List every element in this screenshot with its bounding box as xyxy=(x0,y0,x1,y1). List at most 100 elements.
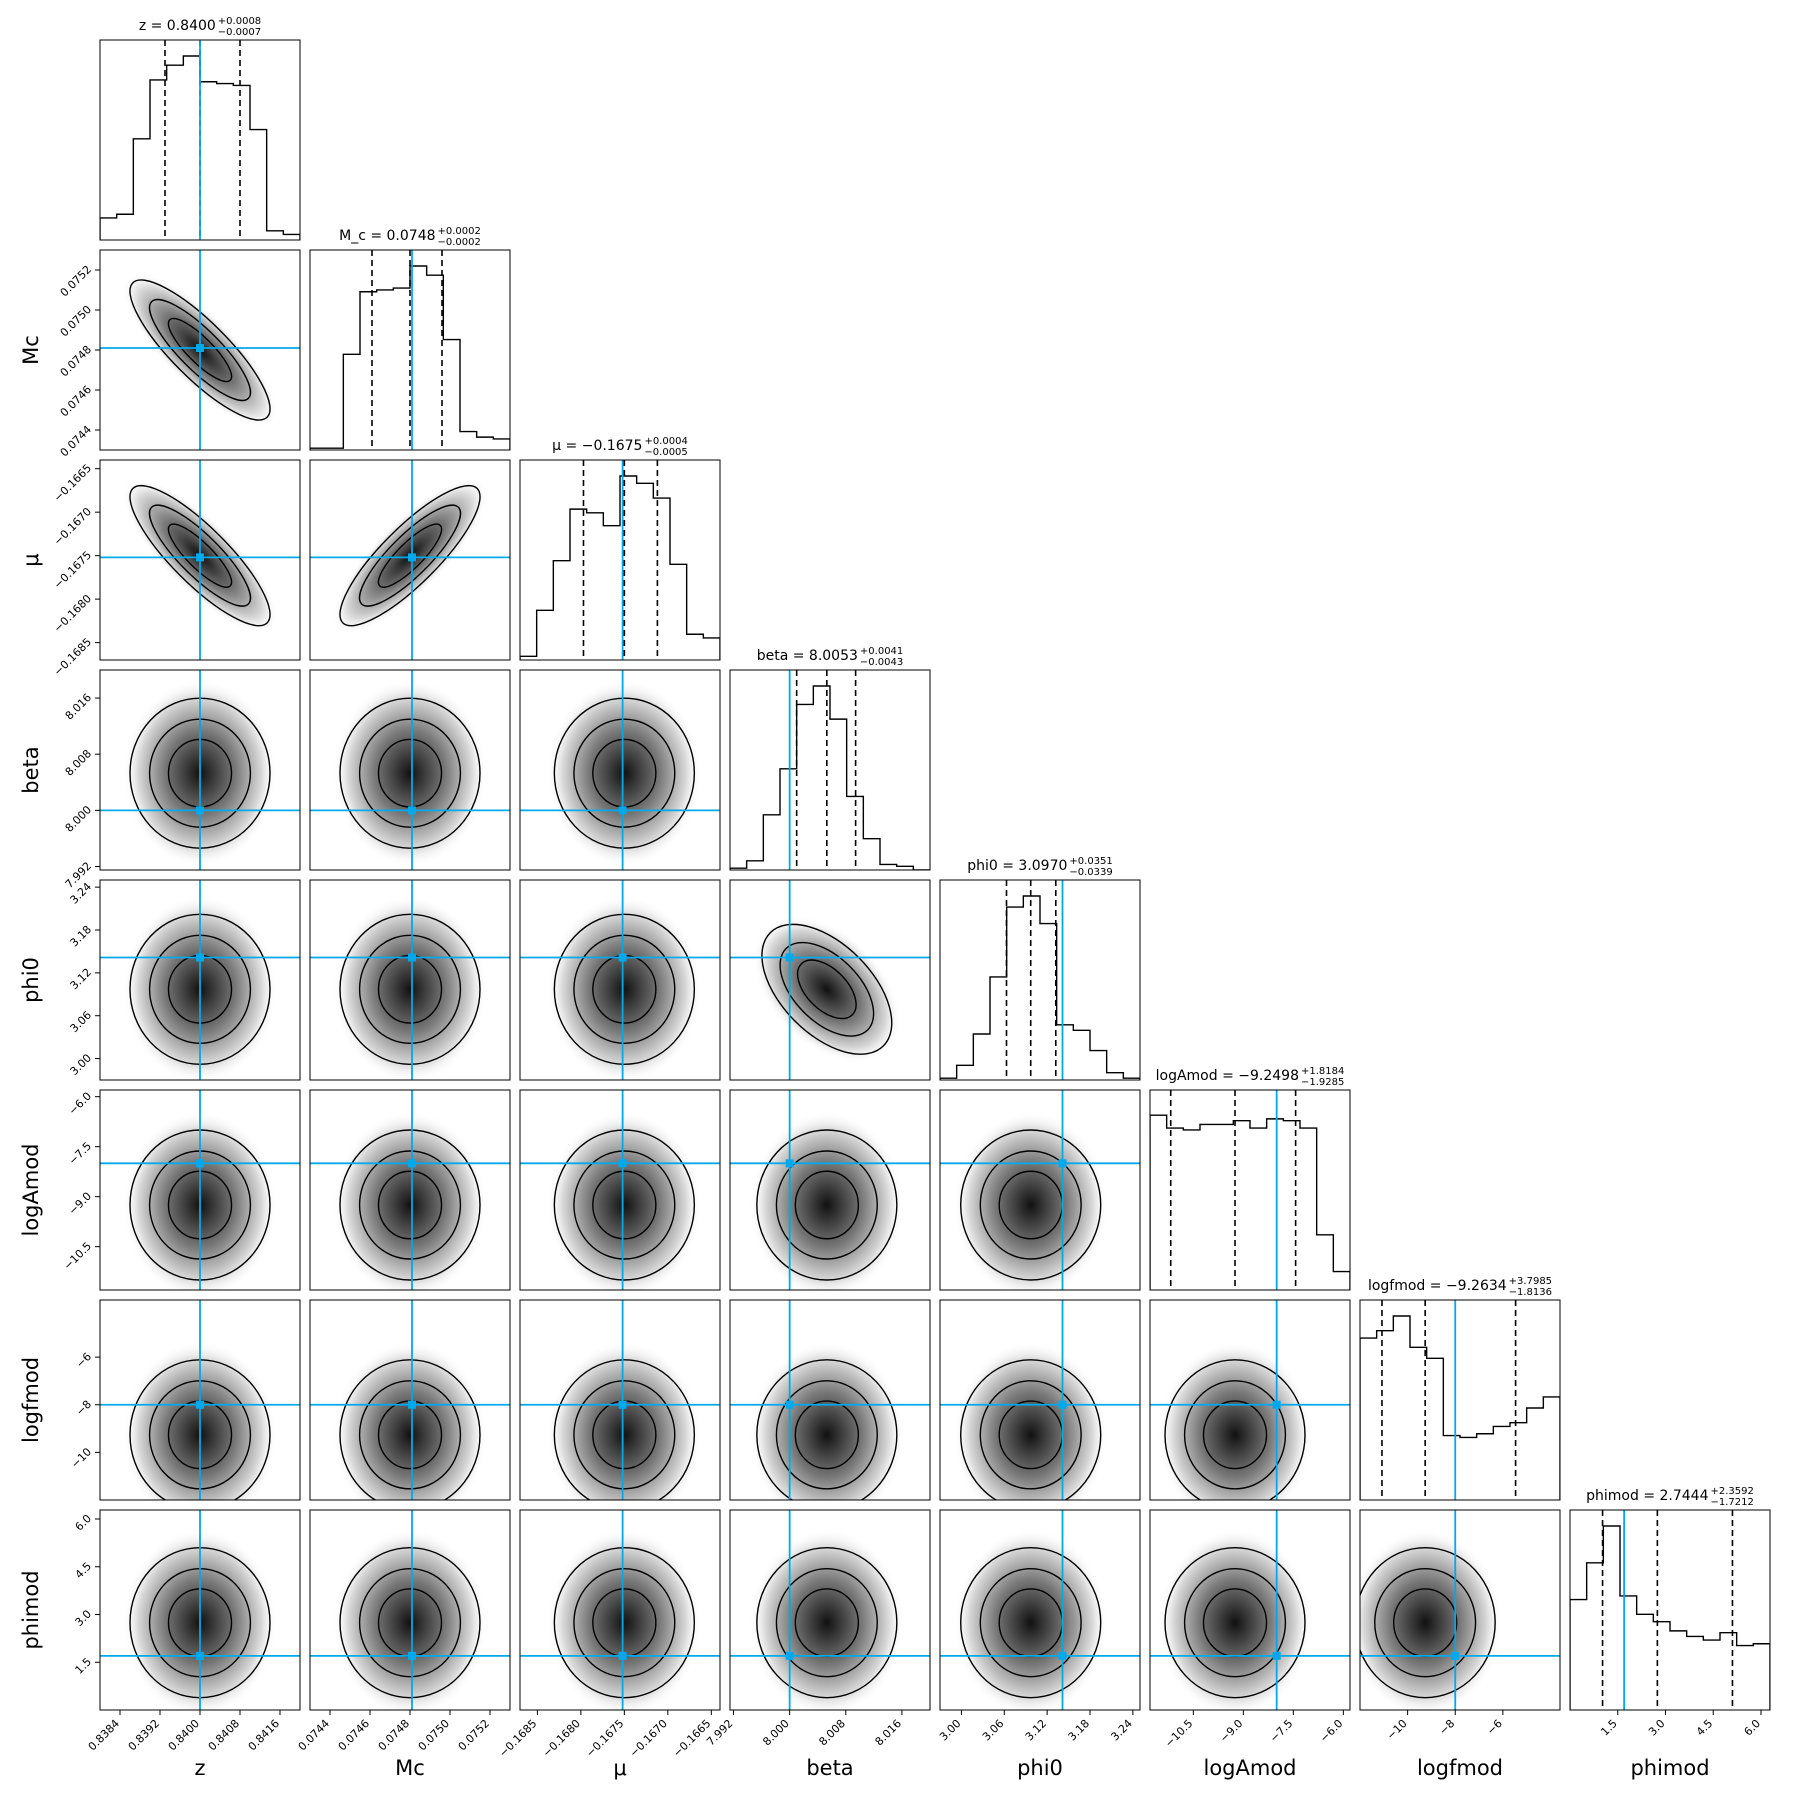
xtick-label: 3.0 xyxy=(1646,1717,1668,1739)
truth-marker xyxy=(785,953,794,962)
ylabel-phi0: phi0 xyxy=(19,957,43,1003)
xtick-label: 3.12 xyxy=(1023,1717,1050,1744)
ytick-label: −10 xyxy=(69,1445,95,1471)
panel-frame xyxy=(939,1509,1141,1711)
xtick-label: −8 xyxy=(1437,1717,1458,1738)
histogram-logfmod xyxy=(1360,1315,1560,1500)
density-phimod-mu xyxy=(547,1528,702,1710)
panel-title-beta: beta = 8.0053 +0.0041 −0.0043 xyxy=(757,646,904,668)
xtick-label: 3.18 xyxy=(1066,1717,1093,1744)
ytick-label: 0.0748 xyxy=(58,343,94,379)
contour-2 xyxy=(377,1170,443,1240)
scatter-panel-phi0-vs-mu xyxy=(519,879,721,1081)
contour-0 xyxy=(553,697,696,849)
ytick-label: 0.0752 xyxy=(58,263,94,299)
panel-frame xyxy=(519,459,721,661)
contour-2 xyxy=(377,523,443,588)
truth-marker xyxy=(196,953,204,962)
xlabel-z: z xyxy=(194,1756,205,1780)
truth-marker xyxy=(196,1651,204,1660)
xlabel-phimod: phimod xyxy=(1630,1756,1709,1780)
contour-0 xyxy=(129,484,271,627)
xtick-label: −6.0 xyxy=(1317,1717,1345,1745)
contour-0 xyxy=(553,1359,696,1500)
contour-0 xyxy=(339,1546,481,1699)
truth-marker xyxy=(785,1400,794,1409)
scatter-panel-phi0-vs-beta xyxy=(729,879,931,1081)
xtick-label: 1.5 xyxy=(1598,1717,1620,1739)
scatter-panel-logAmod-vs-phi0 xyxy=(939,1089,1141,1291)
scatter-panel-mu-vs-Mc xyxy=(309,459,511,661)
truth-marker xyxy=(1272,1651,1281,1660)
truth-marker xyxy=(408,553,416,562)
truth-marker xyxy=(408,806,416,815)
density-logfmod-Mc xyxy=(333,1341,487,1500)
truth-marker xyxy=(1451,1651,1460,1660)
ytick-label: 4.5 xyxy=(73,1560,95,1582)
contour-0 xyxy=(553,1546,696,1699)
panel-frame xyxy=(729,669,931,871)
contour-1 xyxy=(573,1150,676,1260)
scatter-panel-logAmod-vs-Mc xyxy=(309,1089,511,1291)
density-phi0-mu xyxy=(547,895,702,1080)
ytick-label: −0.1680 xyxy=(51,592,94,635)
scatter-panel-logfmod-vs-mu xyxy=(519,1299,721,1501)
density-logfmod-mu xyxy=(547,1341,702,1500)
panel-frame xyxy=(99,669,301,871)
contour-0 xyxy=(553,1129,696,1281)
hist-panel-beta: beta = 8.0053 +0.0041 −0.0043 xyxy=(729,646,931,871)
contour-1 xyxy=(979,1567,1082,1678)
xtick-label: 0.0746 xyxy=(336,1717,372,1753)
truth-marker xyxy=(785,1159,794,1168)
xlabel-logAmod: logAmod xyxy=(1203,1756,1296,1780)
panel-title-z: z = 0.8400 +0.0008 −0.0007 xyxy=(139,16,261,38)
xtick-label: 0.8416 xyxy=(246,1717,282,1753)
xlabel-logfmod: logfmod xyxy=(1417,1756,1503,1780)
contour-1 xyxy=(979,1150,1082,1260)
scatter-panel-logfmod-vs-logAmod xyxy=(1149,1299,1351,1501)
contour-0 xyxy=(129,279,271,421)
truth-marker xyxy=(1058,1400,1067,1409)
panel-frame xyxy=(99,459,301,661)
xtick-label: −0.1670 xyxy=(627,1717,670,1760)
panel-title-phimod: phimod = 2.7444 +2.3592 −1.7212 xyxy=(1586,1486,1754,1508)
contour-1 xyxy=(358,934,462,1044)
contour-2 xyxy=(794,1170,860,1240)
ytick-label: 0.0750 xyxy=(58,303,94,339)
contour-1 xyxy=(358,1567,462,1678)
ylabel-logfmod: logfmod xyxy=(19,1357,43,1443)
density-logfmod-phi0 xyxy=(953,1341,1108,1500)
ytick-label: −9.0 xyxy=(66,1190,94,1218)
xtick-label: 0.0748 xyxy=(376,1717,412,1753)
truth-marker xyxy=(196,344,204,352)
scatter-panel-logAmod-vs-beta xyxy=(729,1089,931,1291)
density-beta-Mc xyxy=(333,679,487,867)
contour-0 xyxy=(960,1546,1102,1699)
panel-frame xyxy=(1359,1299,1561,1501)
truth-marker xyxy=(408,953,416,962)
histogram-mu xyxy=(520,475,720,660)
contour-0 xyxy=(339,913,481,1065)
density-logfmod-beta xyxy=(749,1341,904,1500)
contour-0 xyxy=(1164,1546,1306,1699)
contour-0 xyxy=(1360,1546,1496,1699)
hist-panel-phimod: phimod = 2.7444 +2.3592 −1.7212 1.5 3.0 4.5 6.… xyxy=(1569,1486,1771,1780)
ylabel-beta: beta xyxy=(19,746,43,793)
xlabel-Mc: Mc xyxy=(395,1756,425,1780)
panel-frame xyxy=(309,1089,511,1291)
xtick-label: −7.5 xyxy=(1267,1717,1295,1745)
xlabel-mu: μ xyxy=(613,1756,626,1780)
contour-1 xyxy=(358,1150,462,1260)
panel-frame xyxy=(519,1509,721,1711)
scatter-panel-phimod-vs-phi0: 3.00 3.06 3.12 3.18 3.24 phi0 xyxy=(937,1509,1141,1780)
ytick-label: 3.00 xyxy=(68,1052,95,1079)
panel-title-logfmod: logfmod = −9.2634 +3.7985 −1.8136 xyxy=(1368,1276,1552,1298)
truth-marker xyxy=(618,1651,627,1660)
xtick-label: 0.0744 xyxy=(296,1717,332,1753)
truth-marker xyxy=(408,1159,416,1168)
density-phimod-phi0 xyxy=(953,1528,1108,1710)
panel-title-logAmod: logAmod = −9.2498 +1.8184 −1.9285 xyxy=(1156,1066,1345,1088)
contour-2 xyxy=(167,523,233,588)
